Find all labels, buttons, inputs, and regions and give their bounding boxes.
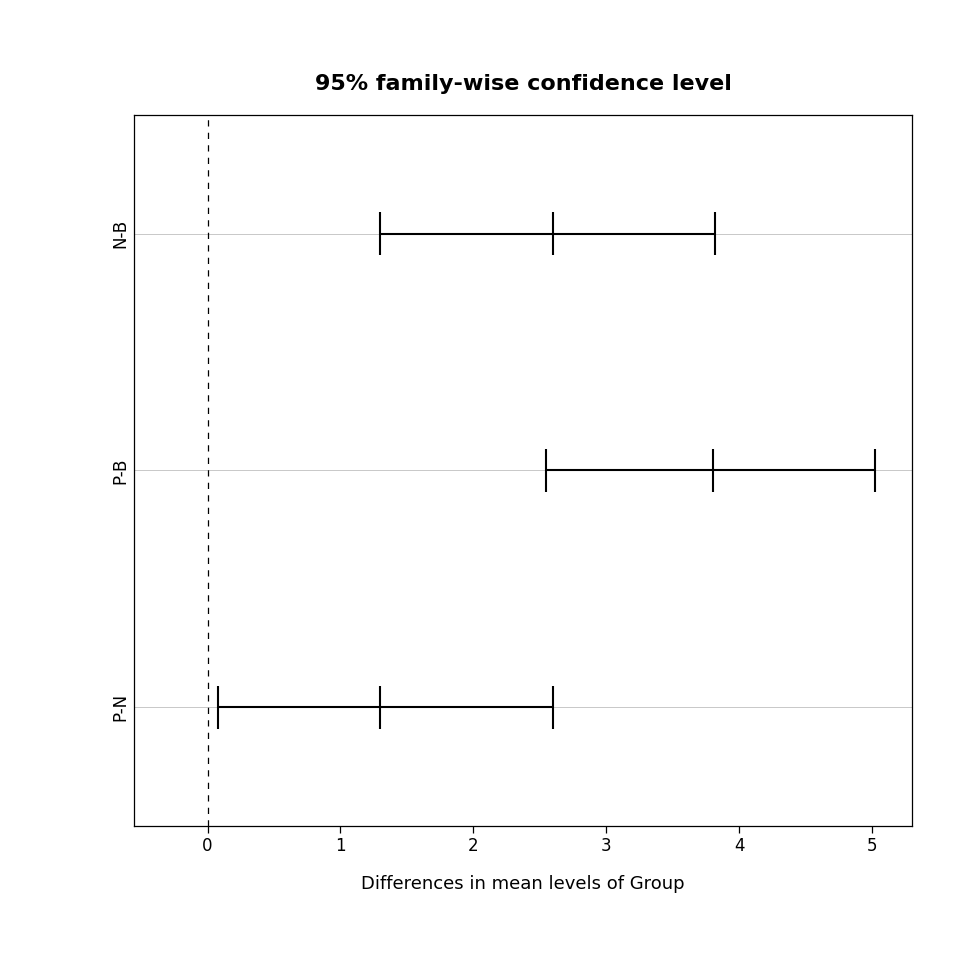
X-axis label: Differences in mean levels of Group: Differences in mean levels of Group [361, 875, 685, 893]
Title: 95% family-wise confidence level: 95% family-wise confidence level [315, 74, 732, 94]
